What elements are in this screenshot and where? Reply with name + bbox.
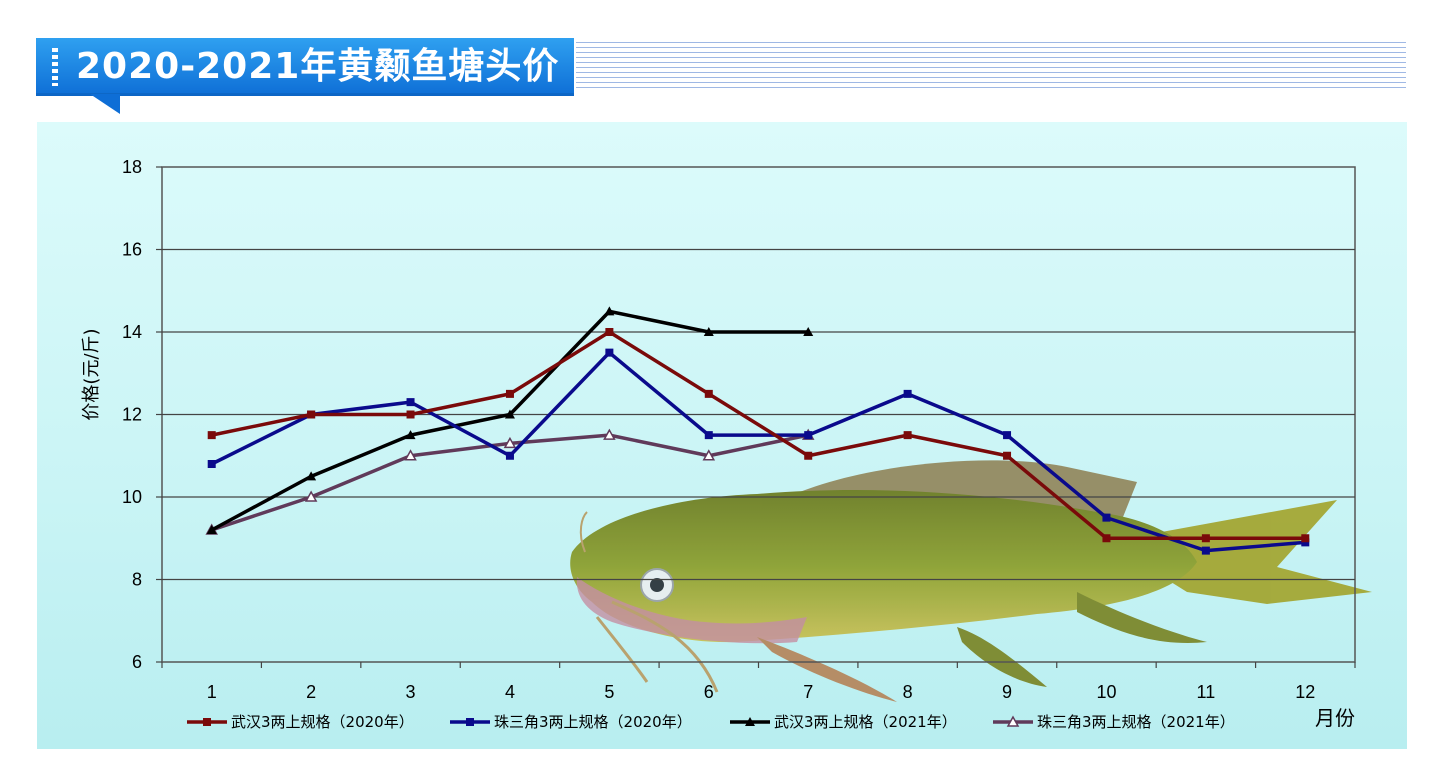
y-tick-label: 14 — [122, 322, 142, 342]
data-point-square — [605, 328, 614, 336]
x-tick-label: 7 — [803, 682, 813, 702]
y-tick-label: 16 — [122, 240, 142, 260]
data-point-triangle — [206, 525, 217, 534]
series-line — [210, 350, 1306, 553]
data-point-triangle-open — [1006, 715, 1020, 727]
x-tick-label: 4 — [505, 682, 515, 702]
data-point-square — [1201, 534, 1210, 543]
data-point-square — [1301, 538, 1310, 547]
x-tick-label: 6 — [704, 682, 714, 702]
data-point-triangle-open — [404, 449, 417, 461]
catfish-illustration — [570, 460, 1372, 702]
data-point-triangle-open — [603, 428, 616, 440]
data-point-square — [704, 431, 713, 440]
data-point-square — [203, 718, 211, 726]
legend-item-1: 武汉3两上规格（2020年） — [187, 713, 414, 731]
data-point-square — [1201, 546, 1210, 555]
data-point-square — [704, 389, 713, 398]
data-point-square — [804, 451, 813, 460]
x-axis-title: 月份 — [1315, 706, 1355, 730]
data-point-square — [1102, 534, 1111, 543]
legend-item-3: 武汉3两上规格（2021年） — [730, 713, 957, 731]
data-point-square — [406, 410, 415, 419]
series-line — [211, 330, 1306, 540]
legend-item-4: 珠三角3两上规格（2021年） — [993, 713, 1235, 731]
x-tick-label: 5 — [604, 682, 614, 702]
legend-label: 珠三角3两上规格（2021年） — [1037, 713, 1235, 731]
series-3 — [206, 306, 814, 534]
data-point-triangle — [703, 327, 714, 336]
data-point-square — [207, 460, 216, 468]
data-point-square — [466, 718, 474, 726]
x-tick-label: 8 — [903, 682, 913, 702]
data-point-square — [903, 389, 912, 398]
chart-panel: 6 8 10 12 14 16 18 1 2 3 4 5 6 7 8 9 10 11 12 价格(元/斤) 月份 武汉3… — [37, 122, 1407, 749]
x-tick-label: 10 — [1096, 682, 1116, 702]
data-point-square — [804, 431, 813, 440]
y-tick-label: 6 — [132, 652, 142, 672]
y-tick-label: 10 — [122, 487, 142, 507]
data-point-triangle — [405, 430, 416, 440]
page-title: 2020-2021年黄颡鱼塘头价 — [76, 46, 560, 87]
y-tick-label: 18 — [122, 157, 142, 177]
data-point-square — [1003, 431, 1012, 440]
data-point-triangle — [803, 327, 814, 336]
data-point-square — [406, 398, 415, 407]
data-point-square — [505, 389, 514, 398]
x-tick-label: 2 — [306, 682, 316, 702]
data-point-square — [1102, 513, 1111, 522]
y-tick-label: 12 — [122, 405, 142, 425]
data-point-triangle — [306, 471, 317, 481]
legend-label: 珠三角3两上规格（2020年） — [494, 713, 692, 731]
header-stripe-decoration — [576, 42, 1406, 92]
data-point-triangle — [504, 409, 515, 419]
data-point-square — [505, 451, 514, 460]
x-tick-label: 11 — [1197, 682, 1216, 702]
data-point-square — [605, 348, 614, 357]
x-tick-label: 1 — [207, 682, 217, 702]
y-axis-title: 价格(元/斤) — [81, 328, 102, 420]
data-point-triangle-open — [503, 436, 517, 449]
data-point-square — [1301, 534, 1310, 543]
data-point-square — [207, 431, 216, 440]
data-point-triangle — [745, 717, 755, 726]
title-banner — [36, 38, 574, 96]
data-point-triangle — [604, 306, 615, 316]
legend-item-2: 珠三角3两上规格（2020年） — [450, 713, 692, 731]
data-point-triangle-open — [304, 490, 318, 502]
legend-label: 武汉3两上规格（2021年） — [774, 713, 957, 731]
data-point-square — [903, 431, 912, 440]
title-banner-tail — [90, 94, 120, 114]
x-tick-label: 9 — [1002, 682, 1012, 702]
data-point-square — [1003, 451, 1012, 460]
data-point-triangle-open — [702, 449, 716, 461]
data-point-square — [307, 410, 316, 419]
x-tick-label: 12 — [1295, 682, 1315, 702]
legend-label: 武汉3两上规格（2020年） — [231, 713, 414, 731]
y-tick-label: 8 — [132, 570, 142, 590]
title-banner-marks — [52, 48, 58, 86]
series-1 — [207, 328, 1310, 543]
x-tick-label: 3 — [406, 682, 416, 702]
